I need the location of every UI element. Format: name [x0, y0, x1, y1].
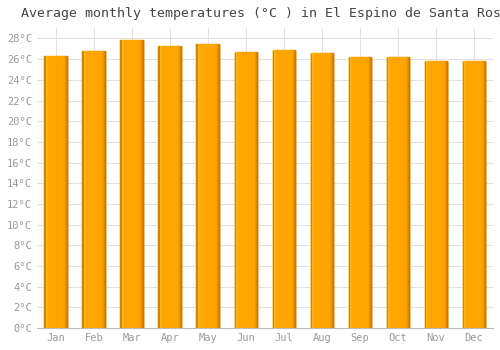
Title: Average monthly temperatures (°C ) in El Espino de Santa Rosa: Average monthly temperatures (°C ) in El… [21, 7, 500, 20]
